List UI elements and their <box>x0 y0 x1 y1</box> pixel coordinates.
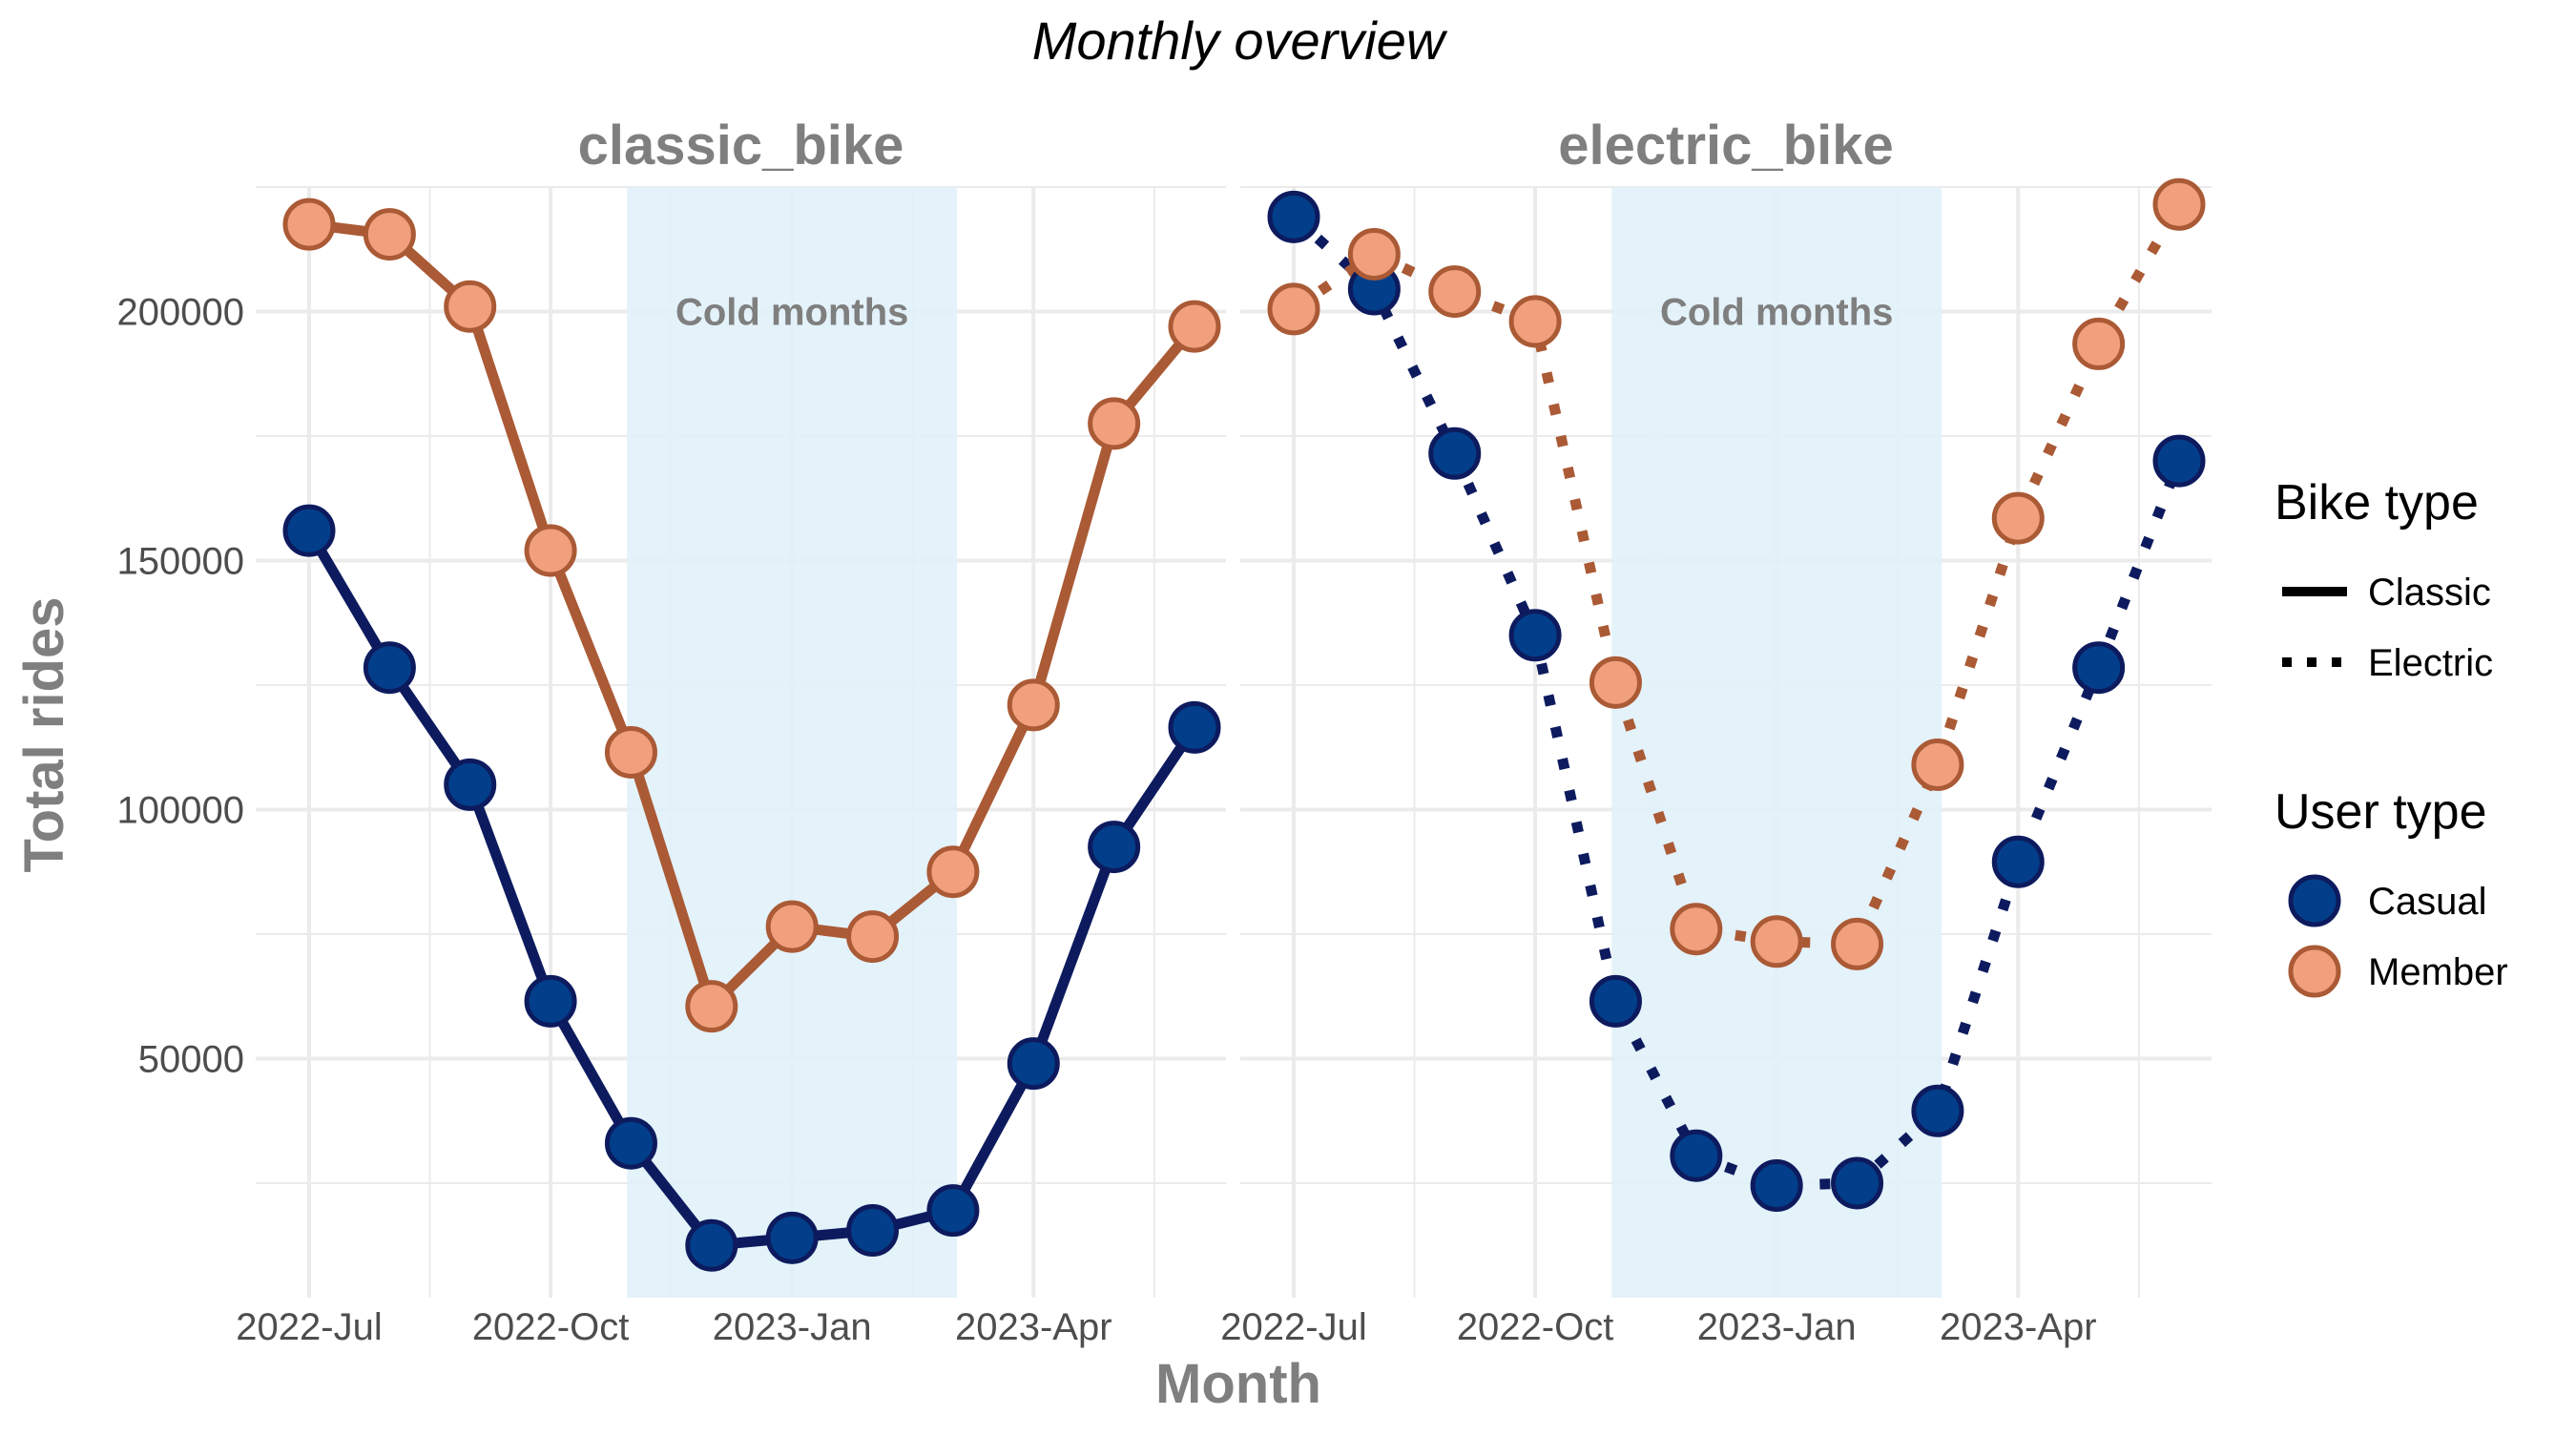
data-point-member-electric_bike-2023-01 <box>1753 918 1800 966</box>
x-tick-label: 2022-Jul <box>236 1306 382 1348</box>
data-point-casual-electric_bike-2022-07 <box>1270 193 1318 240</box>
shaded-region-cold-months <box>1611 187 1942 1298</box>
x-tick-label: 2022-Oct <box>472 1306 630 1348</box>
x-tick-label: 2023-Jan <box>1697 1306 1857 1348</box>
data-point-casual-classic_bike-2023-04 <box>1009 1040 1057 1088</box>
data-point-member-electric_bike-2023-05 <box>2075 320 2123 367</box>
data-point-casual-electric_bike-2022-11 <box>1591 977 1639 1025</box>
data-point-casual-classic_bike-2022-08 <box>365 644 413 692</box>
data-point-casual-electric_bike-2022-09 <box>1431 429 1479 477</box>
legend-title-user-type: User type <box>2275 784 2487 840</box>
data-point-member-electric_bike-2022-11 <box>1591 658 1639 706</box>
data-point-casual-electric_bike-2023-03 <box>1914 1087 1962 1134</box>
legend-label-classic: Classic <box>2368 572 2491 614</box>
data-point-member-electric_bike-2022-09 <box>1431 268 1479 316</box>
data-point-member-classic_bike-2023-02 <box>849 913 897 961</box>
legend-label-electric: Electric <box>2368 642 2493 684</box>
legend-title-bike-type: Bike type <box>2275 475 2479 531</box>
data-point-member-classic_bike-2022-12 <box>688 983 736 1030</box>
shaded-region-cold-months <box>627 187 957 1298</box>
data-point-casual-classic_bike-2022-12 <box>688 1221 736 1269</box>
data-point-member-electric_bike-2023-03 <box>1914 740 1962 788</box>
data-point-member-electric_bike-2022-07 <box>1270 285 1318 333</box>
data-point-member-electric_bike-2023-04 <box>1994 494 2042 542</box>
facet-title-classic_bike: classic_bike <box>578 114 904 177</box>
facet-title-electric_bike: electric_bike <box>1558 114 1893 177</box>
data-point-casual-electric_bike-2023-02 <box>1834 1159 1881 1207</box>
data-point-member-electric_bike-2022-10 <box>1511 298 1559 345</box>
data-point-casual-classic_bike-2022-09 <box>447 760 494 808</box>
data-point-casual-electric_bike-2023-05 <box>2075 644 2123 692</box>
x-tick-label: 2022-Oct <box>1457 1306 1614 1348</box>
data-point-casual-classic_bike-2023-05 <box>1091 823 1138 871</box>
data-point-casual-electric_bike-2023-04 <box>1994 838 2042 885</box>
legend: Bike type Classic Electric User type Cas… <box>2275 475 2508 995</box>
y-tick-label: 100000 <box>117 789 244 831</box>
y-axis-title: Total rides <box>13 597 75 873</box>
data-point-casual-electric_bike-2022-12 <box>1672 1132 1720 1179</box>
data-point-member-electric_bike-2023-02 <box>1834 920 1881 968</box>
data-point-member-classic_bike-2023-01 <box>768 903 816 950</box>
data-point-casual-electric_bike-2023-01 <box>1753 1162 1800 1210</box>
annotation-cold-months: Cold months <box>675 291 908 333</box>
legend-label-casual: Casual <box>2368 881 2487 923</box>
data-point-member-classic_bike-2023-03 <box>929 848 977 896</box>
x-tick-label: 2023-Apr <box>1940 1306 2097 1348</box>
x-tick-label: 2022-Jul <box>1220 1306 1366 1348</box>
data-point-member-electric_bike-2022-12 <box>1672 905 1720 953</box>
data-point-casual-classic_bike-2023-02 <box>849 1207 897 1255</box>
data-point-member-classic_bike-2022-10 <box>527 527 574 574</box>
data-point-casual-classic_bike-2023-01 <box>768 1214 816 1261</box>
x-tick-label: 2023-Jan <box>713 1306 872 1348</box>
legend-key-casual <box>2291 877 2338 925</box>
data-point-casual-classic_bike-2022-11 <box>607 1119 654 1167</box>
y-tick-label: 150000 <box>117 540 244 582</box>
data-point-member-classic_bike-2023-05 <box>1091 400 1138 447</box>
y-tick-label: 200000 <box>117 291 244 333</box>
data-point-casual-classic_bike-2023-06 <box>1171 703 1218 751</box>
legend-key-member <box>2291 947 2338 995</box>
data-point-member-classic_bike-2022-08 <box>365 211 413 259</box>
data-point-member-electric_bike-2023-06 <box>2155 180 2203 228</box>
legend-label-member: Member <box>2368 951 2508 993</box>
panels: Cold months classic_bike 2022-Jul 2022-Oct 2… <box>117 114 2212 1348</box>
data-point-casual-classic_bike-2022-10 <box>527 977 574 1025</box>
x-tick-label: 2023-Apr <box>955 1306 1112 1348</box>
facet-panel-electric_bike: Cold months electric_bike 2022-Jul 2022-Oct… <box>1220 114 2212 1348</box>
data-point-casual-electric_bike-2022-10 <box>1511 612 1559 659</box>
data-point-member-electric_bike-2022-08 <box>1350 230 1398 278</box>
data-point-member-classic_bike-2022-09 <box>447 282 494 330</box>
y-tick-label: 50000 <box>138 1038 244 1080</box>
x-axis-title: Month <box>1155 1353 1321 1415</box>
facet-panel-classic_bike: Cold months classic_bike 2022-Jul 2022-Oct 2… <box>236 114 1226 1348</box>
data-point-casual-classic_bike-2023-03 <box>929 1187 977 1235</box>
data-point-casual-electric_bike-2023-06 <box>2155 437 2203 485</box>
data-point-casual-classic_bike-2022-07 <box>285 507 333 554</box>
data-point-member-classic_bike-2022-07 <box>285 200 333 248</box>
chart-title: Monthly overview <box>1032 10 1448 71</box>
data-point-member-classic_bike-2023-06 <box>1171 302 1218 350</box>
data-point-member-classic_bike-2022-11 <box>607 728 654 776</box>
data-point-member-classic_bike-2023-04 <box>1009 681 1057 729</box>
annotation-cold-months: Cold months <box>1660 291 1893 333</box>
